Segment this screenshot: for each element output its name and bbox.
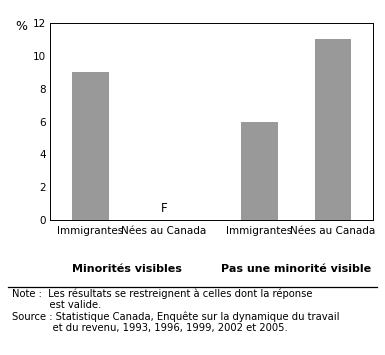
Text: Note :  Les résultats se restreignent à celles dont la réponse: Note : Les résultats se restreignent à c… <box>12 288 312 299</box>
Text: Source : Statistique Canada, Enquête sur la dynamique du travail: Source : Statistique Canada, Enquête sur… <box>12 312 339 322</box>
Text: %: % <box>15 20 27 33</box>
Text: F: F <box>161 202 167 215</box>
Bar <box>315 39 352 220</box>
Bar <box>72 72 109 220</box>
Text: est valide.: est valide. <box>12 300 101 310</box>
Text: Minorités visibles: Minorités visibles <box>72 264 182 274</box>
Text: et du revenu, 1993, 1996, 1999, 2002 et 2005.: et du revenu, 1993, 1996, 1999, 2002 et … <box>12 323 287 333</box>
Text: Pas une minorité visible: Pas une minorité visible <box>221 264 372 274</box>
Bar <box>241 121 278 220</box>
